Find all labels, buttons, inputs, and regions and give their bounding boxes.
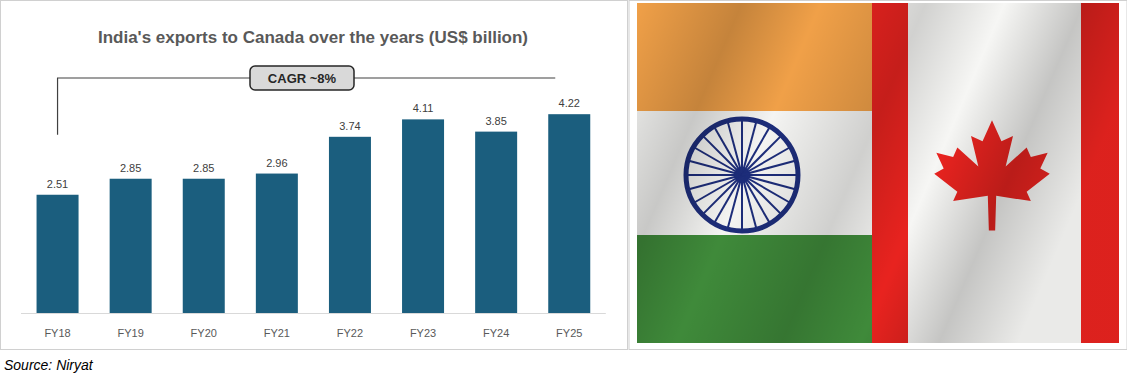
bar <box>548 114 590 313</box>
x-tick-label: FY25 <box>556 327 582 339</box>
data-label: 3.85 <box>485 115 506 127</box>
chart-panel <box>1 1 628 350</box>
annotation-box <box>250 66 354 90</box>
page: India's exports to Canada over the years… <box>0 0 1127 376</box>
bar <box>37 195 79 313</box>
image-frame <box>629 1 1127 350</box>
baseline <box>21 313 606 314</box>
data-label: 4.22 <box>559 97 580 109</box>
x-tick-label: FY22 <box>337 327 363 339</box>
x-tick-label: FY19 <box>118 327 144 339</box>
data-label: 2.51 <box>47 178 68 190</box>
chart-title: India's exports to Canada over the years… <box>98 28 528 47</box>
bar <box>256 174 298 313</box>
data-label: 2.85 <box>120 162 141 174</box>
data-label: 2.85 <box>193 162 214 174</box>
x-tick-label: FY24 <box>483 327 509 339</box>
data-label: 4.11 <box>413 102 434 114</box>
bar <box>475 132 517 313</box>
bar <box>329 137 371 313</box>
annotation: CAGR ~8% <box>268 71 337 86</box>
bars <box>37 114 591 313</box>
fabric-shading <box>637 3 1119 343</box>
bar <box>183 179 225 313</box>
bar <box>110 179 152 313</box>
bar <box>402 119 444 313</box>
x-tick-label: FY18 <box>44 327 70 339</box>
source: Source: Niryat <box>4 357 94 373</box>
x-tick-label: FY20 <box>191 327 217 339</box>
data-label: 2.96 <box>266 157 287 169</box>
x-tick-label: FY21 <box>264 327 290 339</box>
data-label: 3.74 <box>339 120 360 132</box>
x-tick-label: FY23 <box>410 327 436 339</box>
flags-image <box>637 3 1119 343</box>
